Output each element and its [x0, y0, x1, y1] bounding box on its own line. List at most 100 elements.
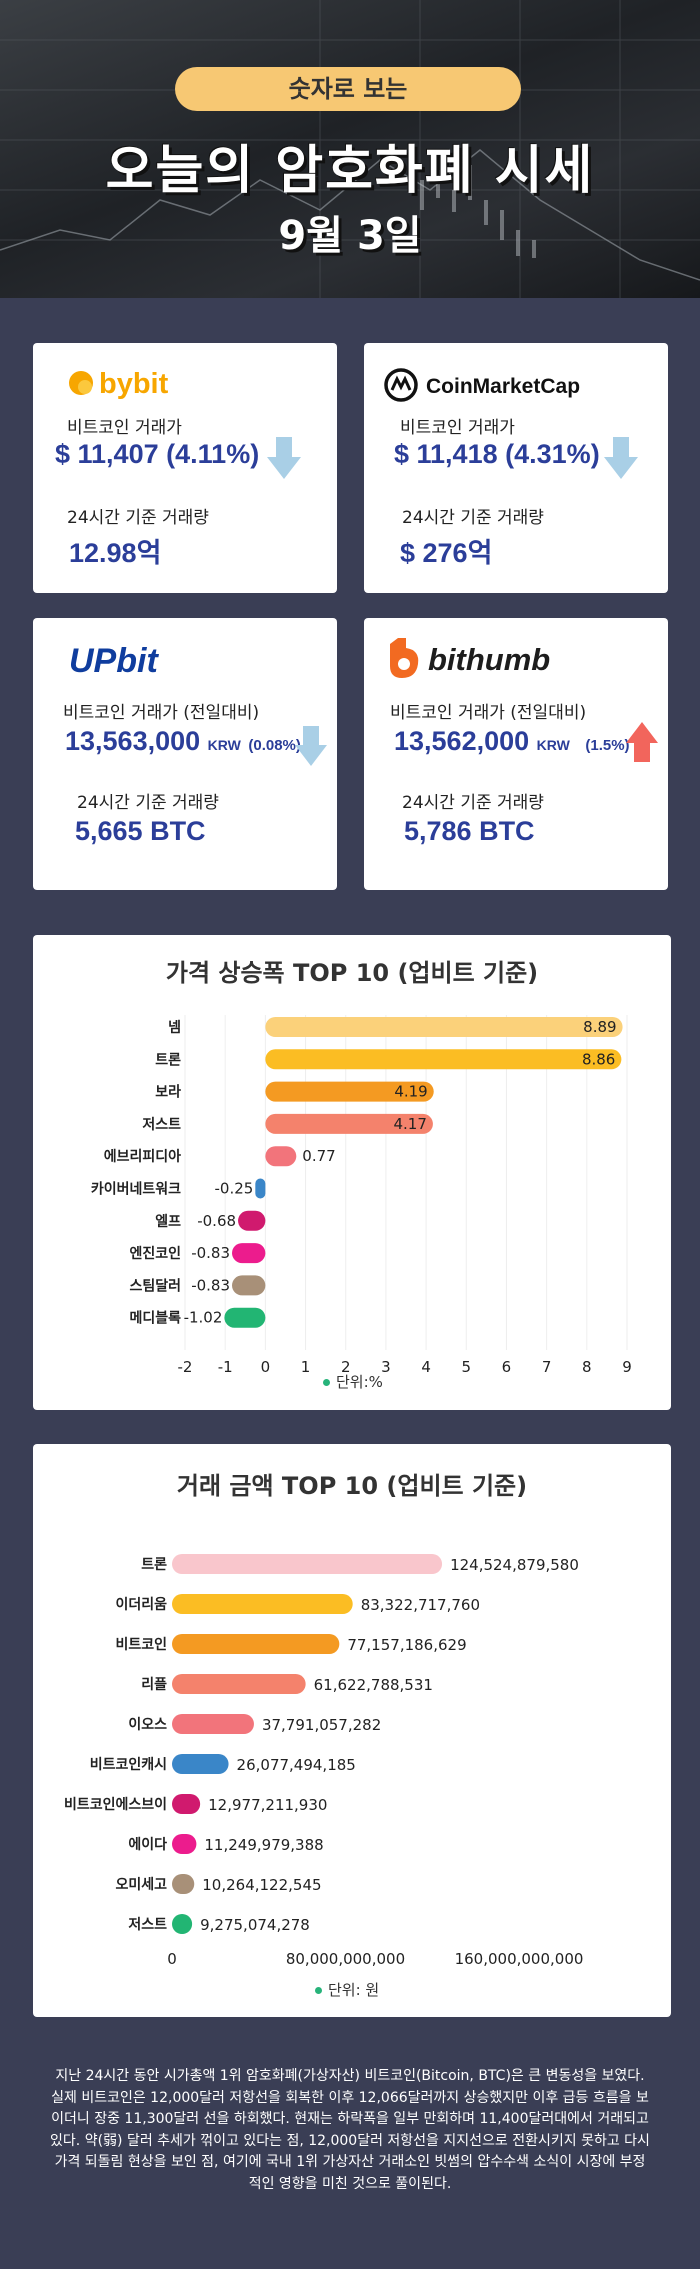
x-tick-label: 3 [381, 1358, 391, 1376]
value-label: -0.25 [215, 1180, 254, 1198]
bithumb-unit: KRW [536, 737, 570, 753]
category-label: 에브리피디아 [104, 1148, 181, 1165]
hero-banner: 숫자로 보는 오늘의 암호화폐 시세 9월 3일 [0, 0, 700, 298]
category-label: 넴 [168, 1020, 181, 1036]
bybit-volume: 12.98억 [69, 538, 162, 568]
coinmarketcap-volume-label: 24시간 기준 거래량 [402, 508, 544, 528]
x-tick-label: 7 [542, 1358, 552, 1376]
bybit-price: $ 11,407 (4.11%) [55, 439, 259, 470]
bithumb-volume: 5,786 BTC [404, 816, 535, 846]
price-change-chart-title: 가격 상승폭 TOP 10 (업비트 기준) [165, 959, 539, 987]
bar [172, 1714, 254, 1734]
coinmarketcap-card: CoinMarketCap 비트코인 거래가 $ 11,418 (4.31%) … [364, 343, 668, 593]
upbit-price-value: 13,563,000 [65, 726, 201, 756]
bybit-logo-icon: bybit [69, 368, 169, 400]
bar [255, 1178, 266, 1199]
category-label: 스팀달러 [129, 1278, 181, 1294]
value-label: 8.89 [583, 1018, 616, 1036]
bar [172, 1674, 306, 1694]
trade-volume-chart-title: 거래 금액 TOP 10 (업비트 기준) [176, 1472, 528, 1500]
bar [265, 1081, 434, 1102]
bar [265, 1049, 622, 1070]
bar [265, 1113, 433, 1134]
subtitle-pill: 숫자로 보는 [175, 67, 521, 111]
category-label: 저스트 [142, 1117, 181, 1133]
value-label: -0.83 [191, 1244, 230, 1262]
bar [172, 1794, 201, 1814]
price-change-legend-label: 단위:% [336, 1373, 383, 1391]
upbit-volume-label: 24시간 기준 거래량 [77, 793, 219, 813]
bithumb-price-label: 비트코인 거래가 (전일대비) [390, 703, 587, 723]
page-date: 9월 3일 [278, 213, 422, 259]
upbit-volume: 5,665 BTC [75, 816, 206, 846]
category-label: 카이버네트워크 [91, 1181, 181, 1198]
category-label: 엘프 [155, 1214, 181, 1230]
category-label: 저스트 [128, 1917, 167, 1933]
bar [232, 1275, 266, 1296]
x-tick-label: 0 [261, 1358, 271, 1376]
down-arrow-icon [604, 437, 638, 479]
x-tick-label: -2 [178, 1358, 193, 1376]
value-label: 9,275,074,278 [200, 1916, 310, 1934]
bithumb-change: (1.5%) [585, 737, 630, 754]
category-label: 보라 [155, 1085, 181, 1101]
bar [265, 1017, 623, 1037]
value-label: 37,791,057,282 [262, 1716, 381, 1734]
coinmarketcap-logo-icon: CoinMarketCap [384, 368, 580, 402]
bithumb-price: 13,562,000 KRW (1.5%) [394, 726, 630, 757]
x-tick-label: 9 [622, 1358, 632, 1376]
category-label: 리플 [141, 1677, 167, 1693]
svg-text:CoinMarketCap: CoinMarketCap [426, 375, 580, 398]
trade-volume-chart-panel: 거래 금액 TOP 10 (업비트 기준) 트론 124,524,879,580 이… [33, 1444, 671, 2017]
price-change-legend: 단위:% [323, 1371, 383, 1392]
x-tick-label: 6 [502, 1358, 512, 1376]
category-label: 이오스 [128, 1716, 167, 1733]
upbit-logo-icon: UPbit [69, 642, 159, 680]
value-label: 12,977,211,930 [208, 1796, 327, 1814]
coinmarketcap-price: $ 11,418 (4.31%) [394, 439, 600, 470]
x-tick-label: -1 [218, 1358, 233, 1376]
value-label: 77,157,186,629 [347, 1636, 466, 1654]
down-arrow-icon [295, 726, 327, 766]
upbit-price: 13,563,000 KRW (0.08%) [65, 726, 301, 757]
bithumb-logo: bithumb [386, 634, 576, 686]
category-label: 에이다 [128, 1836, 167, 1853]
bybit-logo: bybit [65, 361, 175, 409]
upbit-card: UPbit 비트코인 거래가 (전일대비) 13,563,000 KRW (0.… [33, 618, 337, 890]
bar [224, 1307, 266, 1328]
price-change-chart-panel: 가격 상승폭 TOP 10 (업비트 기준) -2 -1 0 1 2 3 4 5 6 7 8 9 넴 8.… [33, 935, 671, 1410]
svg-text:UPbit: UPbit [69, 642, 159, 680]
bar [238, 1210, 266, 1231]
x-tick-label: 4 [421, 1358, 431, 1376]
x-tick-label: 160,000,000,000 [455, 1950, 584, 1968]
legend-dot-icon [323, 1379, 330, 1386]
x-tick-label: 2 [341, 1358, 351, 1376]
value-label: 4.19 [394, 1083, 427, 1101]
upbit-logo: UPbit [69, 640, 199, 684]
bar [172, 1594, 353, 1614]
coinmarketcap-price-label: 비트코인 거래가 [400, 418, 515, 438]
category-label: 비트코인 [115, 1636, 167, 1653]
down-arrow-icon [267, 437, 301, 479]
category-label: 트론 [155, 1052, 181, 1068]
coinmarketcap-volume: $ 276억 [400, 538, 493, 568]
bithumb-volume-label: 24시간 기준 거래량 [402, 793, 544, 813]
legend-dot-icon [315, 1987, 322, 1994]
bithumb-logo-icon: bithumb [390, 638, 550, 678]
value-label: 26,077,494,185 [237, 1756, 356, 1774]
bar [172, 1834, 197, 1854]
bybit-card: bybit 비트코인 거래가 $ 11,407 (4.11%) 24시간 기준 … [33, 343, 337, 593]
stock-chart-background [0, 0, 700, 298]
trade-volume-legend-label: 단위: 원 [328, 1981, 380, 1999]
coinmarketcap-logo: CoinMarketCap [384, 365, 604, 409]
bar [172, 1754, 229, 1774]
bithumb-card: bithumb 비트코인 거래가 (전일대비) 13,562,000 KRW (… [364, 618, 668, 890]
svg-text:bybit: bybit [99, 368, 169, 400]
trade-volume-legend: 단위: 원 [315, 1979, 379, 2000]
bar [265, 1146, 297, 1167]
value-label: 4.17 [394, 1115, 427, 1133]
value-label: 10,264,122,545 [202, 1876, 321, 1894]
bar [172, 1914, 193, 1934]
summary-paragraph: 지난 24시간 동안 시가총액 1위 암호화폐(가상자산) 비트코인(Bitco… [50, 2068, 650, 2192]
bithumb-price-value: 13,562,000 [394, 726, 530, 756]
